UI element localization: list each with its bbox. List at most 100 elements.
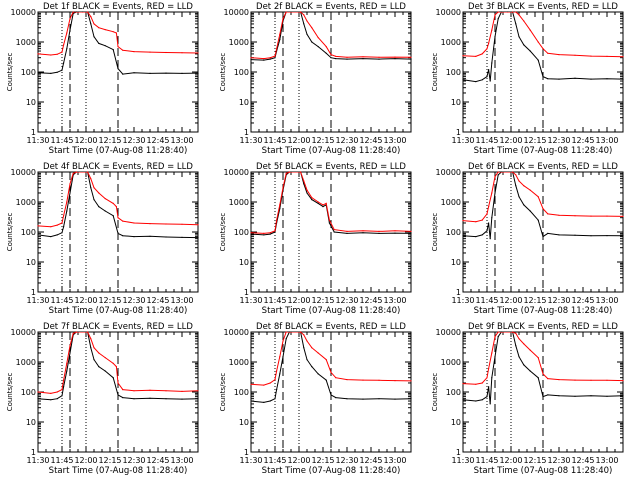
x-tick-label: 11:45 — [263, 136, 286, 145]
data-point-lld — [333, 229, 335, 231]
data-point-lld — [66, 32, 68, 34]
data-point-events — [542, 396, 544, 398]
data-point-events — [285, 338, 287, 340]
y-axis-label: Counts/sec — [219, 53, 227, 92]
data-point-lld — [488, 42, 490, 45]
data-point-events — [112, 215, 114, 217]
data-point-events — [66, 48, 68, 50]
data-point-lld — [300, 11, 302, 13]
x-tick-label: 12:45 — [571, 296, 594, 305]
panel-title: Det 1f BLACK = Events, RED = LLD — [43, 2, 193, 12]
data-point-events — [133, 72, 135, 74]
x-tick-label: 11:45 — [475, 296, 498, 305]
x-axis-label: Start Time (07-Aug-08 11:28:40) — [262, 146, 401, 156]
data-point-lld — [330, 371, 332, 373]
data-point-lld — [542, 48, 544, 50]
x-tick-label: 13:00 — [383, 296, 406, 305]
data-point-events — [56, 398, 58, 400]
data-point-events — [488, 386, 490, 388]
data-point-events — [263, 234, 265, 236]
data-point-events — [104, 370, 106, 372]
x-tick-label: 12:00 — [499, 296, 522, 305]
data-point-events — [122, 397, 124, 399]
data-point-lld — [317, 201, 319, 203]
data-point-events — [61, 395, 63, 397]
data-point-lld — [481, 382, 483, 384]
data-point-events — [311, 199, 313, 201]
panel-title: Det 8f BLACK = Events, RED = LLD — [256, 322, 406, 332]
detector-panel: Det 3f BLACK = Events, RED = LLD 1 10 100 10… — [431, 2, 624, 156]
data-point-events — [269, 58, 271, 60]
data-point-events — [622, 235, 624, 237]
detector-panel: Det 8f BLACK = Events, RED = LLD 1 10 100 10… — [219, 322, 412, 476]
data-point-events — [515, 345, 517, 347]
data-point-events — [181, 236, 183, 238]
data-point-lld — [558, 54, 560, 56]
x-tick-label: 12:30 — [335, 136, 358, 145]
y-tick-label: 10000 — [224, 8, 249, 17]
x-tick-label: 12:30 — [335, 456, 358, 465]
series-line-events — [251, 332, 411, 403]
data-point-events — [515, 23, 517, 25]
data-point-events — [394, 58, 396, 60]
data-point-events — [394, 232, 396, 234]
data-point-events — [276, 389, 278, 391]
data-point-events — [497, 174, 499, 176]
detector-panel: Det 7f BLACK = Events, RED = LLD 1 10 100 10… — [6, 322, 199, 476]
data-point-lld — [122, 49, 124, 51]
x-axis-label: Start Time (07-Aug-08 11:28:40) — [262, 306, 401, 316]
x-tick-label: 12:45 — [146, 296, 169, 305]
x-tick-label: 11:45 — [475, 456, 498, 465]
data-point-events — [537, 377, 539, 379]
x-tick-label: 12:15 — [523, 296, 546, 305]
data-point-lld — [537, 41, 539, 43]
y-tick-label: 10 — [26, 258, 36, 267]
data-point-lld — [263, 384, 265, 386]
data-point-lld — [274, 55, 276, 57]
data-point-lld — [486, 377, 488, 379]
data-point-lld — [497, 171, 499, 173]
data-point-lld — [523, 20, 525, 22]
series-line-events — [463, 12, 623, 83]
data-point-events — [330, 57, 332, 59]
data-point-lld — [61, 51, 63, 53]
data-point-lld — [90, 338, 92, 340]
data-point-lld — [410, 230, 412, 232]
data-point-lld — [63, 215, 65, 217]
data-point-lld — [606, 215, 608, 217]
data-point-events — [303, 347, 305, 349]
data-point-lld — [56, 391, 58, 393]
x-tick-label: 11:30 — [239, 296, 262, 305]
data-point-events — [93, 359, 95, 361]
y-tick-label: 10 — [451, 258, 461, 267]
x-tick-label: 11:45 — [263, 456, 286, 465]
y-tick-label: 10000 — [436, 328, 461, 337]
data-point-lld — [197, 52, 199, 54]
data-point-events — [279, 373, 281, 375]
data-point-events — [274, 398, 276, 400]
x-tick-label: 12:45 — [571, 136, 594, 145]
data-point-lld — [491, 29, 493, 31]
x-tick-label: 12:15 — [98, 296, 121, 305]
data-point-lld — [250, 383, 252, 385]
data-point-events — [488, 69, 490, 71]
data-point-lld — [362, 230, 364, 232]
data-point-events — [494, 192, 496, 194]
data-point-events — [279, 39, 281, 41]
data-point-events — [269, 400, 271, 402]
data-point-lld — [515, 174, 517, 176]
data-point-lld — [590, 215, 592, 217]
data-point-events — [181, 398, 183, 400]
data-point-lld — [346, 230, 348, 232]
data-point-events — [165, 398, 167, 400]
data-point-lld — [104, 198, 106, 200]
data-point-lld — [282, 187, 284, 189]
data-point-lld — [529, 189, 531, 191]
panel-title: Det 4f BLACK = Events, RED = LLD — [43, 162, 193, 172]
data-point-lld — [306, 189, 308, 191]
data-point-lld — [117, 382, 119, 384]
data-point-lld — [93, 23, 95, 25]
y-tick-label: 10000 — [11, 8, 36, 17]
x-tick-label: 12:15 — [523, 456, 546, 465]
data-point-events — [537, 59, 539, 61]
